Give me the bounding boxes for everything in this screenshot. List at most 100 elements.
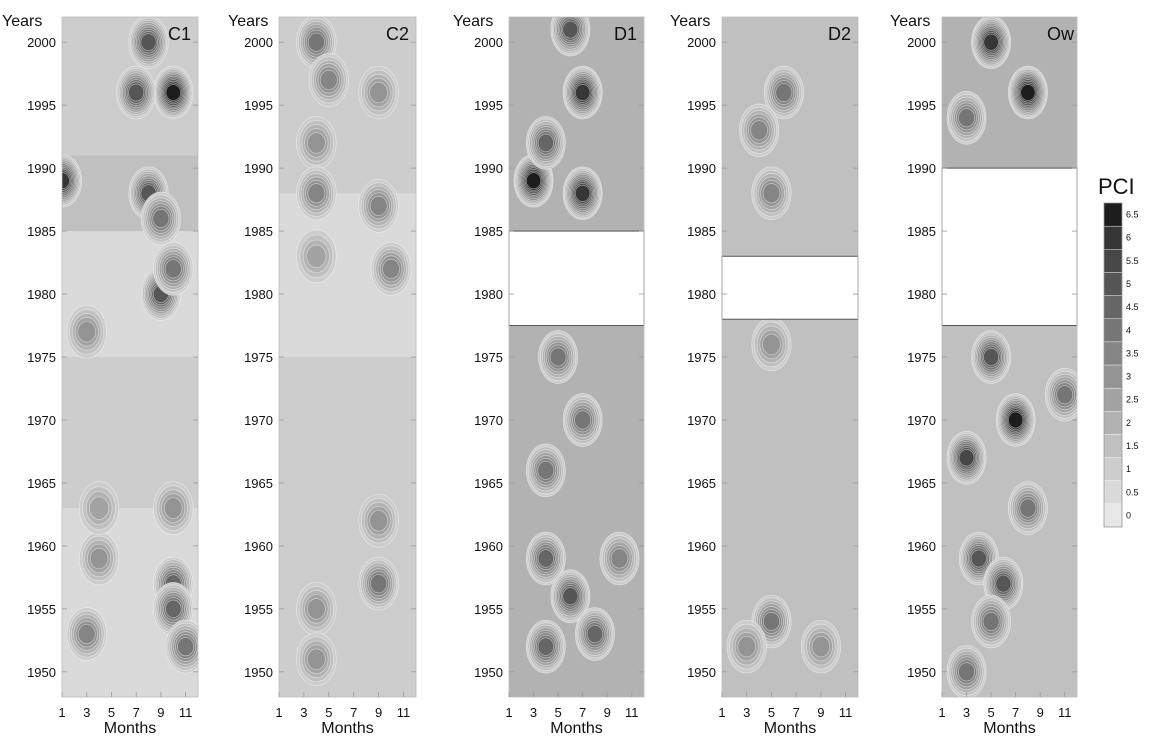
y-tick-label: 1965 [27,476,56,491]
y-tick-label: 1955 [907,602,936,617]
pci-hotspot [116,65,157,120]
y-tick-label: 1985 [907,224,936,239]
pci-hotspot [370,242,412,296]
y-tick-label: 1960 [27,539,56,554]
pci-hotspot [739,103,780,158]
colorbar-tick-label: 4 [1126,325,1131,335]
pci-hotspot [79,481,120,535]
colorbar-tick-label: 5.5 [1126,256,1139,266]
y-tick-label: 1990 [907,161,936,176]
y-tick-label: 1985 [474,224,503,239]
y-tick-label: 2000 [27,35,56,50]
x-tick-label: 11 [1058,705,1072,720]
x-tick-label: 11 [179,705,193,720]
y-tick-label: 1990 [687,161,716,176]
panel-label: D1 [614,24,637,44]
y-tick-label: 1960 [907,539,936,554]
pci-field [279,17,416,697]
x-tick-label: 7 [350,705,357,720]
y-axis-title: Years [670,13,710,30]
pci-hotspot [153,481,194,535]
pci-field [509,17,644,697]
y-tick-label: 1980 [27,287,56,302]
pci-hotspot [62,153,83,208]
x-tick-label: 5 [768,705,775,720]
pci-hotspot [79,531,120,586]
x-tick-label: 3 [530,705,537,720]
colorbar-tick-label: 6.5 [1126,210,1139,220]
x-tick-label: 1 [58,705,65,720]
pci-hotspot [550,569,591,624]
pci-hotspot [358,556,399,611]
x-tick-label: 1 [938,705,945,720]
x-tick-label: 9 [817,705,824,720]
x-tick-label: 5 [554,705,561,720]
x-tick-label: 7 [793,705,800,720]
colorbar-tick-label: 1.5 [1126,441,1139,451]
y-tick-label: 1965 [244,476,273,491]
pci-hotspot [763,65,804,120]
colorbar-tick-label: 1 [1126,464,1131,474]
pci-hotspot [550,17,591,57]
pci-field [942,17,1077,697]
pci-hotspot [538,330,579,384]
y-tick-label: 1985 [27,224,56,239]
pci-hotspot [358,493,399,548]
colorbar-tick-label: 4.5 [1126,302,1139,312]
x-tick-label: 9 [375,705,382,720]
pci-hotspot [165,619,198,674]
y-tick-label: 1955 [27,602,56,617]
pci-hotspot [599,531,640,586]
x-axis-title: Months [983,720,1035,737]
y-tick-label: 1950 [474,665,503,680]
y-tick-label: 1995 [474,98,503,113]
colorbar-swatch [1103,225,1123,250]
x-axis-title: Months [104,720,156,737]
y-tick-label: 1965 [687,476,716,491]
y-tick-label: 1995 [244,98,273,113]
y-tick-label: 1980 [907,287,936,302]
y-tick-label: 1950 [687,665,716,680]
pci-hotspot [525,443,566,498]
colorbar-swatch [1103,480,1123,505]
y-tick-label: 2000 [474,35,503,50]
x-axis-title: Months [550,720,602,737]
pci-field [62,17,198,697]
colorbar-swatch [1103,249,1123,273]
pci-hotspot [296,582,337,636]
pci-hotspot [574,607,615,661]
y-tick-label: 1975 [907,350,936,365]
x-tick-label: 7 [133,705,140,720]
colorbar-swatch [1103,364,1123,389]
pci-hotspot [946,645,987,697]
y-tick-label: 1980 [244,287,273,302]
x-tick-label: 3 [300,705,307,720]
colorbar-title: PCI [1098,174,1135,199]
pci-hotspot [153,242,194,296]
x-tick-label: 1 [275,705,282,720]
panel-label: C1 [168,24,191,44]
pci-field [722,17,858,697]
y-tick-label: 1985 [244,224,273,239]
y-tick-label: 1970 [907,413,936,428]
pci-hotspot [525,116,566,170]
y-tick-label: 1985 [687,224,716,239]
y-tick-label: 1965 [474,476,503,491]
panel-d1: D1Years195019551960196519701975198019851… [453,13,645,737]
y-tick-label: 1975 [474,350,503,365]
y-tick-label: 1965 [907,476,936,491]
x-tick-label: 3 [83,705,90,720]
y-tick-label: 1995 [27,98,56,113]
y-tick-label: 1980 [687,287,716,302]
colorbar-swatch [1103,434,1123,458]
y-tick-label: 1955 [687,602,716,617]
y-tick-label: 1960 [687,539,716,554]
pci-hotspot [946,90,987,145]
x-tick-label: 7 [1012,705,1019,720]
y-tick-label: 1955 [244,602,273,617]
pci-hotspot [525,619,566,674]
y-tick-label: 1975 [687,350,716,365]
y-tick-label: 1975 [244,350,273,365]
y-tick-label: 1995 [687,98,716,113]
